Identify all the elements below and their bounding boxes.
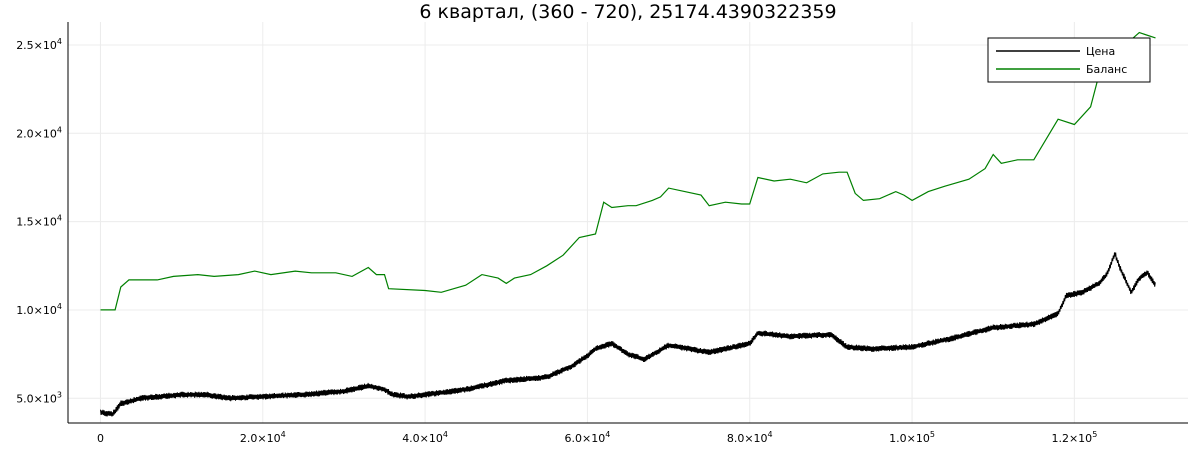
x-tick-labels: 0 2.0×104 4.0×104 6.0×104 8.0×104 1.0×105 1.2×… xyxy=(97,430,1097,445)
x-tick-label: 0 xyxy=(97,432,104,445)
y-tick-label: 5.0×103 xyxy=(16,390,62,405)
x-tick-label: 1.2×105 xyxy=(1051,430,1097,445)
balance-series-line xyxy=(100,31,1156,311)
x-tick-label: 4.0×104 xyxy=(402,430,448,445)
legend-box xyxy=(987,37,1151,83)
legend: Цена Баланс xyxy=(987,37,1151,83)
series-group xyxy=(100,31,1156,417)
x-tick-label: 2.0×104 xyxy=(240,430,286,445)
x-tick-label: 8.0×104 xyxy=(727,430,773,445)
x-tick-label: 6.0×104 xyxy=(565,430,611,445)
x-tick-label: 1.0×105 xyxy=(889,430,935,445)
y-tick-label: 2.0×104 xyxy=(16,125,62,140)
legend-label-balance: Баланс xyxy=(1086,63,1127,76)
axes xyxy=(67,22,1188,424)
y-tick-label: 2.5×104 xyxy=(16,37,62,52)
y-tick-labels: 5.0×103 1.0×104 1.5×104 2.0×104 2.5×104 xyxy=(16,37,62,405)
legend-label-price: Цена xyxy=(1086,45,1115,58)
y-tick-label: 1.0×104 xyxy=(16,302,62,317)
chart-title: 6 квартал, (360 - 720), 25174.4390322359 xyxy=(419,1,836,23)
price-series-line xyxy=(100,252,1156,417)
y-tick-label: 1.5×104 xyxy=(16,214,62,229)
